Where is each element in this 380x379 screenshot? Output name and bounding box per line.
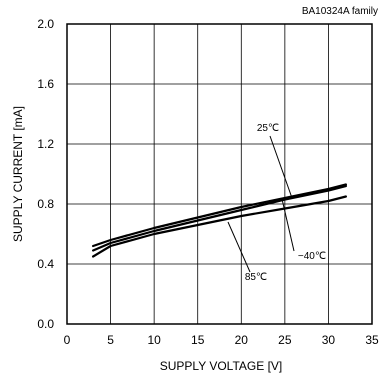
x-tick-label: 5	[107, 333, 114, 347]
y-tick-label: 0.8	[37, 197, 54, 211]
annotation-label: 25℃	[257, 123, 279, 134]
annotation-leader	[281, 198, 295, 252]
annotation-leader	[227, 221, 251, 273]
y-tick-label: 1.6	[37, 77, 54, 91]
y-tick-labels: 0.0 0.4 0.8 1.2 1.6 2.0	[37, 17, 54, 331]
annotation-label: 85℃	[245, 272, 267, 283]
y-tick-label: 0.0	[37, 317, 54, 331]
annotation-leaders	[227, 135, 295, 273]
x-tick-label: 30	[322, 333, 336, 347]
x-tick-label: 0	[64, 333, 71, 347]
series-line-1	[91, 183, 347, 248]
annotation-labels: 25℃ −40℃ 85℃	[245, 123, 326, 283]
x-tick-label: 15	[191, 333, 205, 347]
series-lines	[91, 183, 347, 258]
x-tick-label: 35	[365, 333, 379, 347]
y-axis-title: SUPPLY CURRENT [mA]	[11, 106, 25, 242]
y-tick-label: 1.2	[37, 137, 54, 151]
x-tick-label: 25	[278, 333, 292, 347]
x-tick-label: 10	[147, 333, 161, 347]
family-label: BA10324A family	[302, 6, 378, 17]
x-axis-title: SUPPLY VOLTAGE [V]	[160, 359, 283, 373]
grid-lines	[67, 24, 372, 324]
x-tick-label: 20	[235, 333, 249, 347]
annotation-leader	[269, 135, 293, 199]
y-tick-label: 2.0	[37, 17, 54, 31]
annotation-label: −40℃	[298, 251, 326, 262]
series-line-0	[91, 184, 347, 252]
series-line-2	[91, 195, 347, 258]
y-tick-label: 0.4	[37, 257, 54, 271]
plot-frame	[66, 23, 373, 325]
x-tick-labels: 0 5 10 15 20 25 30 35	[64, 333, 379, 347]
